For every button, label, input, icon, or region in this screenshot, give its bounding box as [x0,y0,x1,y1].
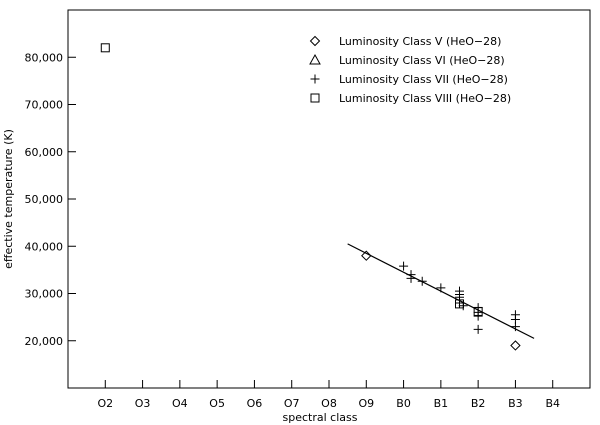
data-points [100,43,521,351]
y-tick-label: 40,000 [25,240,64,253]
data-point-plus [436,283,446,293]
data-point-plus [399,261,409,271]
data-point-square [100,43,110,53]
data-point-diamond [361,250,372,261]
legend-marker-square [310,93,320,103]
data-point-plus [473,311,483,321]
x-tick-label: B2 [471,397,486,410]
legend-label: Luminosity Class VII (HeO−28) [339,73,508,86]
legend-marker-diamond [309,35,321,47]
data-point-square [473,306,483,316]
y-tick-label: 50,000 [25,193,64,206]
legend-label: Luminosity Class VIII (HeO−28) [339,92,511,105]
x-tick-label: B0 [396,397,411,410]
x-tick-label: O6 [247,397,263,410]
x-tick-label: O8 [321,397,337,410]
y-tick-label: 80,000 [25,51,64,64]
x-tick-label: O3 [135,397,151,410]
x-tick-label: O7 [284,397,300,410]
legend: Luminosity Class V (HeO−28) Luminosity Cl… [309,35,511,105]
y-tick-label: 30,000 [25,288,64,301]
legend-label: Luminosity Class V (HeO−28) [339,35,501,48]
x-tick-label: B3 [508,397,523,410]
x-tick-label: O2 [97,397,113,410]
x-tick-label: B4 [545,397,560,410]
data-point-plus [510,322,520,332]
data-point-diamond [510,340,521,351]
plot-frame [67,9,591,389]
x-tick-label: O5 [209,397,225,410]
legend-marker-plus [310,74,320,84]
data-point-plus [473,324,483,334]
y-axis-title: effective temperature (K) [2,129,15,269]
data-point-plus [406,273,416,283]
y-tick-label: 20,000 [25,335,64,348]
x-axis-title: spectral class [283,411,358,424]
data-point-square [455,299,464,309]
y-axis-ticks: 20,000 30,000 40,000 50,000 60,000 70,000 80,0… [25,51,76,348]
y-tick-label: 60,000 [25,146,64,159]
y-tick-label: 70,000 [25,99,64,112]
data-point-plus [417,276,427,286]
x-tick-label: O9 [358,397,374,410]
x-axis-ticks: O2 O3 O4 O5 O6 O7 O8 O9 B0 B1 B2 B3 B4 [97,380,560,410]
x-tick-label: O4 [172,397,188,410]
x-tick-label: B1 [434,397,449,410]
legend-marker-triangle [309,53,321,65]
legend-label: Luminosity Class VI (HeO−28) [339,54,505,67]
